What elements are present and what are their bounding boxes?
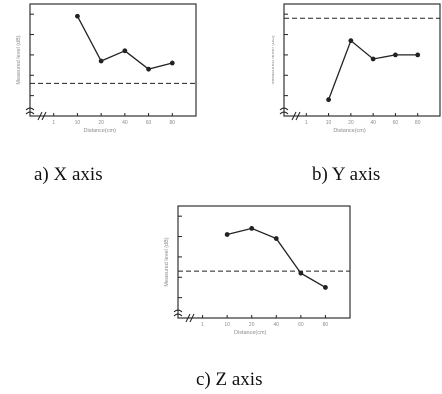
chart-0-frame xyxy=(29,3,197,117)
chart-panel-y: 1 10 20 40 60 80 Distance(cm) Measured level (d… xyxy=(270,0,442,140)
chart-2-data-point xyxy=(323,285,328,290)
chart-2-x-axis-label: Distance(cm) xyxy=(234,330,267,336)
chart-0-series-line xyxy=(76,15,173,70)
chart-2-frame xyxy=(177,205,351,319)
chart-2-y-axis-label: Measured level (dB) xyxy=(164,237,170,286)
chart-1-frame xyxy=(283,3,441,117)
chart-0-data-point xyxy=(169,60,175,66)
chart-1-x-tick-label: 60 xyxy=(393,120,399,126)
chart-0-x-axis-label: Distance(cm) xyxy=(84,128,117,134)
chart-1-x-axis-label: Distance(cm) xyxy=(333,128,366,134)
chart-1-data-point xyxy=(326,97,331,103)
chart-1-data-point xyxy=(348,38,354,44)
chart-0-data-point xyxy=(122,48,128,54)
chart-1-x-tick-label: 80 xyxy=(415,120,421,126)
chart-1-x-axis-break xyxy=(291,111,301,121)
chart-2-x-tick-label: 80 xyxy=(323,322,329,328)
chart-1-data-point xyxy=(370,56,376,62)
caption-x-axis: a) X axis xyxy=(34,164,103,185)
caption-y-axis: b) Y axis xyxy=(312,164,381,185)
chart-1-data-point xyxy=(393,52,398,58)
chart-2-x-tick-label: 10 xyxy=(224,322,230,328)
chart-2-x-axis-break xyxy=(185,313,195,323)
chart-0-x-tick-label: 10 xyxy=(75,120,81,126)
chart-0-x-tick-label: 60 xyxy=(146,120,152,126)
chart-2-x-tick-label: 20 xyxy=(249,322,255,328)
chart-panel-x: 1 10 20 40 60 80 Distance(cm) Measured level (d… xyxy=(0,0,202,140)
chart-0-x-tick-label: 80 xyxy=(170,120,176,126)
chart-2-data-point xyxy=(249,226,255,231)
chart-2-data-point xyxy=(224,232,230,237)
chart-2-x-tick-label: 60 xyxy=(298,322,304,328)
chart-0-x-tick-label: 20 xyxy=(98,120,104,126)
chart-1-x-tick-label: 20 xyxy=(348,120,354,126)
chart-1-data-point xyxy=(415,52,421,58)
chart-0-x-tick-label: 1 xyxy=(52,120,55,126)
chart-1-x-tick-label: 1 xyxy=(305,120,308,126)
caption-z-axis: c) Z axis xyxy=(196,369,263,390)
chart-0-data-point xyxy=(146,66,151,72)
chart-1-y-axis-break xyxy=(279,107,289,115)
chart-2-x-tick-label: 1 xyxy=(201,322,204,328)
chart-0-y-axis-label: Measured level (dB) xyxy=(16,35,22,84)
chart-1-x-tick-label: 10 xyxy=(326,120,332,126)
chart-panel-z: 1 10 20 40 60 80 Distance(cm) Measured level (d… xyxy=(156,198,356,344)
chart-0-data-point xyxy=(98,58,104,64)
chart-2-y-axis-break xyxy=(173,309,183,317)
chart-2-x-tick-label: 40 xyxy=(274,322,280,328)
chart-2-data-point xyxy=(298,270,304,276)
chart-0-y-axis-break xyxy=(25,107,35,115)
chart-1-series-line xyxy=(327,39,418,100)
chart-0-x-axis-break xyxy=(37,111,47,121)
chart-0-x-tick-label: 40 xyxy=(122,120,128,126)
chart-1-x-tick-label: 40 xyxy=(370,120,376,126)
chart-y-axis: 1 10 20 40 60 80 Distance(cm) Measured level (d… xyxy=(270,3,441,134)
chart-1-y-axis-label: Measured level (dB) xyxy=(272,35,276,84)
chart-z-axis: 1 10 20 40 60 80 Distance(cm) Measured level (d… xyxy=(164,205,351,336)
chart-0-data-point xyxy=(75,13,80,19)
chart-x-axis: 1 10 20 40 60 80 Distance(cm) Measured level (d… xyxy=(16,3,197,134)
chart-2-data-point xyxy=(273,236,279,241)
